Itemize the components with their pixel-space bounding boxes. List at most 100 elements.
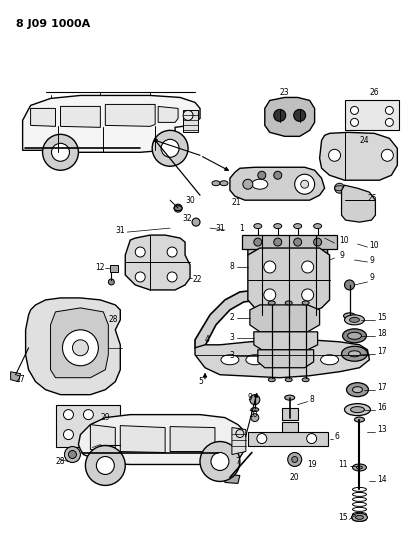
Circle shape <box>292 456 298 463</box>
Polygon shape <box>61 107 100 127</box>
Text: 14: 14 <box>378 475 387 484</box>
Ellipse shape <box>353 386 362 393</box>
Text: 10: 10 <box>339 236 349 245</box>
Polygon shape <box>11 372 20 382</box>
Text: 4: 4 <box>205 335 210 344</box>
Text: 9: 9 <box>339 251 344 260</box>
Circle shape <box>382 149 393 161</box>
Circle shape <box>83 410 93 419</box>
Text: 8: 8 <box>310 395 315 404</box>
Text: 2: 2 <box>229 313 234 322</box>
Ellipse shape <box>246 355 264 365</box>
Ellipse shape <box>355 417 364 422</box>
Polygon shape <box>258 350 314 368</box>
Polygon shape <box>195 290 262 350</box>
Polygon shape <box>230 167 325 200</box>
Ellipse shape <box>357 466 362 469</box>
Circle shape <box>264 289 276 301</box>
Bar <box>344 100 399 131</box>
Ellipse shape <box>344 403 371 416</box>
Circle shape <box>192 218 200 226</box>
Ellipse shape <box>350 317 360 322</box>
Polygon shape <box>195 340 369 378</box>
Text: 13: 13 <box>378 425 387 434</box>
Circle shape <box>258 171 266 179</box>
Circle shape <box>211 453 229 471</box>
Text: 19: 19 <box>308 460 317 469</box>
Polygon shape <box>265 98 315 136</box>
Text: 9: 9 <box>369 273 374 282</box>
Text: 27: 27 <box>16 375 25 384</box>
Ellipse shape <box>344 313 355 319</box>
Text: 5: 5 <box>198 377 203 386</box>
Text: 24: 24 <box>360 136 369 145</box>
Circle shape <box>251 414 259 422</box>
Ellipse shape <box>252 179 268 189</box>
Text: 15: 15 <box>338 513 348 522</box>
Ellipse shape <box>314 224 321 229</box>
Circle shape <box>167 247 177 257</box>
Ellipse shape <box>220 181 228 185</box>
Bar <box>242 235 337 249</box>
Circle shape <box>243 179 253 189</box>
Polygon shape <box>170 426 215 451</box>
Ellipse shape <box>294 224 302 229</box>
Circle shape <box>63 430 74 440</box>
Polygon shape <box>248 240 328 265</box>
Text: 31: 31 <box>215 224 225 232</box>
Circle shape <box>63 330 98 366</box>
Text: 25: 25 <box>367 193 377 203</box>
Ellipse shape <box>342 346 367 361</box>
Text: 10: 10 <box>248 410 258 419</box>
Circle shape <box>97 456 114 474</box>
Circle shape <box>294 109 306 122</box>
Ellipse shape <box>254 224 262 229</box>
Ellipse shape <box>348 333 362 340</box>
Circle shape <box>152 131 188 166</box>
Circle shape <box>274 109 286 122</box>
Text: 32: 32 <box>182 214 192 223</box>
Circle shape <box>43 134 79 170</box>
Circle shape <box>83 430 93 440</box>
Text: 1: 1 <box>240 224 244 232</box>
Ellipse shape <box>348 351 360 357</box>
Ellipse shape <box>351 513 367 521</box>
Text: 28: 28 <box>56 457 65 466</box>
Polygon shape <box>106 104 155 126</box>
Circle shape <box>264 261 276 273</box>
Ellipse shape <box>285 395 295 400</box>
Ellipse shape <box>268 378 275 382</box>
Ellipse shape <box>212 181 220 185</box>
Polygon shape <box>110 265 118 272</box>
Circle shape <box>85 446 125 486</box>
Circle shape <box>301 180 309 188</box>
Ellipse shape <box>353 464 366 471</box>
Circle shape <box>274 238 282 246</box>
Polygon shape <box>319 132 397 180</box>
Circle shape <box>307 433 317 443</box>
Text: 11: 11 <box>338 460 348 469</box>
Text: 10: 10 <box>369 240 379 249</box>
Polygon shape <box>26 298 120 394</box>
Text: 23: 23 <box>280 88 290 97</box>
Circle shape <box>257 433 267 443</box>
Polygon shape <box>79 415 245 464</box>
Polygon shape <box>254 332 318 350</box>
Text: 9: 9 <box>248 393 253 402</box>
Circle shape <box>385 107 393 115</box>
Ellipse shape <box>221 355 239 365</box>
Circle shape <box>274 171 282 179</box>
Text: 18: 18 <box>378 329 387 338</box>
Circle shape <box>302 261 314 273</box>
Circle shape <box>288 453 302 466</box>
Text: 20: 20 <box>290 473 299 482</box>
Circle shape <box>295 174 315 194</box>
Circle shape <box>344 280 355 290</box>
Polygon shape <box>342 185 375 222</box>
Text: 22: 22 <box>192 276 202 285</box>
Polygon shape <box>248 248 330 312</box>
Ellipse shape <box>351 407 364 413</box>
Text: 8 J09 1000A: 8 J09 1000A <box>16 19 90 29</box>
Circle shape <box>135 272 145 282</box>
Bar <box>282 408 298 419</box>
